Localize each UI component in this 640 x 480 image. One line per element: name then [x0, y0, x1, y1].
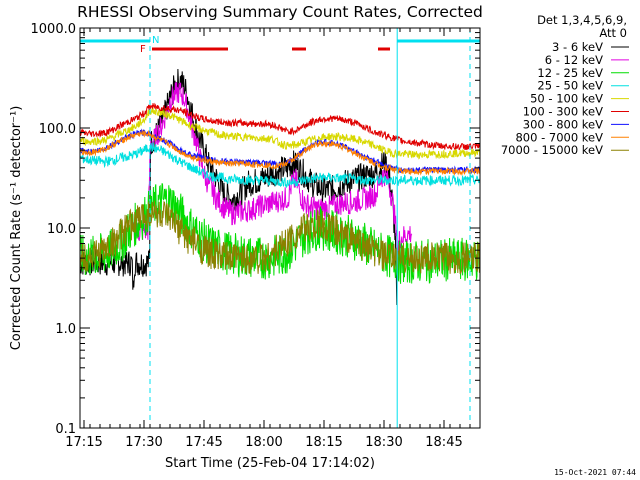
y-tick-label: 0.1: [55, 422, 76, 437]
legend-label: 50 - 100 keV: [530, 92, 603, 106]
series-line-5: [79, 107, 481, 160]
y-axis-label: Corrected Count Rate (s⁻¹ detector⁻¹): [9, 106, 24, 351]
night-flag-label: N: [152, 35, 159, 46]
legend-label: 12 - 25 keV: [537, 66, 603, 80]
legend-label: 25 - 50 keV: [537, 79, 603, 93]
chart-title: RHESSI Observing Summary Count Rates, Co…: [77, 3, 483, 21]
series-line-7: [79, 128, 481, 175]
y-tick-label: 1000.0: [31, 22, 77, 37]
legend-label: 800 - 7000 keV: [515, 130, 603, 144]
x-tick-label: 17:45: [185, 435, 222, 450]
x-axis: 17:15 17:30 17:45 18:00 18:15 18:30 18:45: [65, 28, 481, 450]
x-tick-label: 18:45: [425, 435, 462, 450]
legend-header-line-2: Att 0: [599, 26, 627, 40]
series-line-8: [79, 129, 481, 176]
x-tick-label: 18:15: [305, 435, 342, 450]
x-tick-label: 17:30: [125, 435, 162, 450]
series-layer: [79, 68, 481, 306]
x-tick-label: 17:15: [65, 435, 102, 450]
series-line-6: [79, 102, 481, 151]
series-line-4: [79, 141, 481, 189]
y-axis: 0.1 1.0 10.0 100.0 1000.0: [31, 22, 480, 437]
y-tick-label: 10.0: [47, 222, 76, 237]
legend-label: 7000 - 15000 keV: [501, 143, 603, 157]
x-tick-label: 18:00: [245, 435, 282, 450]
y-tick-label: 1.0: [55, 322, 76, 337]
legend-label: 6 - 12 keV: [545, 53, 603, 67]
legend-label: 300 - 800 keV: [523, 117, 603, 131]
x-tick-label: 18:30: [365, 435, 402, 450]
x-axis-label: Start Time (25-Feb-04 17:14:02): [165, 456, 375, 471]
y-tick-label: 100.0: [39, 122, 76, 137]
legend-label: 100 - 300 keV: [523, 105, 603, 119]
footer-timestamp: 15-Oct-2021 07:44: [554, 468, 636, 477]
flags-layer: NF: [80, 35, 480, 55]
legend-label: 3 - 6 keV: [552, 40, 603, 54]
legend-header-line-1: Det 1,3,4,5,6,9,: [537, 13, 627, 27]
series-line-2: [133, 81, 413, 260]
series-line-9: [79, 200, 481, 274]
flare-flag-label: F: [140, 44, 146, 55]
